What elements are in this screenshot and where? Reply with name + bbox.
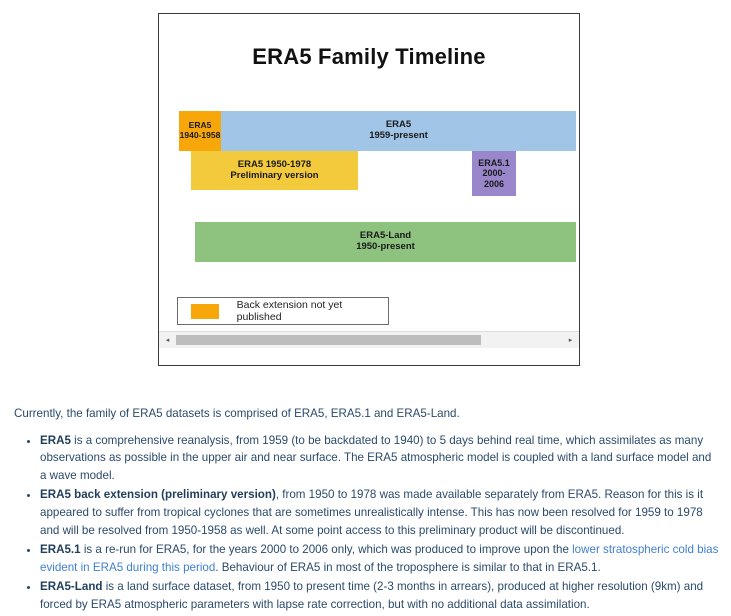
term-era5-land: ERA5-Land xyxy=(40,580,103,594)
legend-swatch-orange xyxy=(191,303,219,319)
desc-era5: is a comprehensive reanalysis, from 1959… xyxy=(40,433,712,482)
term-era5-1: ERA5.1 xyxy=(40,543,81,557)
timeline-bar-era5-preliminary: ERA5 1950-1978 Preliminary version xyxy=(191,151,358,190)
term-era5: ERA5 xyxy=(40,433,71,447)
article-body: Currently, the family of ERA5 datasets i… xyxy=(14,405,720,616)
legend-label: Back extension not yet published xyxy=(236,299,343,323)
term-era5-back-extension: ERA5 back extension (preliminary version… xyxy=(40,488,276,502)
list-item-era5-back-extension: ERA5 back extension (preliminary version… xyxy=(40,486,720,539)
scrollbar-track[interactable] xyxy=(176,332,562,348)
figure-title: ERA5 Family Timeline xyxy=(252,44,486,69)
scroll-left-arrow-icon[interactable]: ◂ xyxy=(159,332,176,348)
dataset-list: ERA5 is a comprehensive reanalysis, from… xyxy=(14,432,720,614)
desc-era5-back-extension: , from 1950 to 1978 was made available s… xyxy=(40,488,704,537)
desc-era5-land: is a land surface dataset, from 1950 to … xyxy=(40,580,704,612)
list-item-era5-land: ERA5-Land is a land surface dataset, fro… xyxy=(40,578,720,613)
timeline-bar-era5-1: ERA5.1 2000- 2006 xyxy=(472,151,516,196)
scrollbar-thumb[interactable] xyxy=(176,335,481,345)
desc-era5-1-before: is a re-run for ERA5, for the years 2000… xyxy=(80,543,573,557)
horizontal-scrollbar[interactable]: ◂ ▸ xyxy=(159,331,579,348)
scroll-right-arrow-icon[interactable]: ▸ xyxy=(562,332,579,348)
timeline-bar-era5: ERA5 1959-present xyxy=(221,111,576,151)
timeline-figure: ERA5 Family Timeline ERA5 1940-1958 ERA5… xyxy=(159,14,579,348)
intro-paragraph: Currently, the family of ERA5 datasets i… xyxy=(14,407,460,420)
desc-era5-1-after: . Behaviour of ERA5 in most of the tropo… xyxy=(215,560,601,574)
timeline-bar-era5-land: ERA5-Land 1950-present xyxy=(195,222,576,262)
list-item-era5-1: ERA5.1 is a re-run for ERA5, for the yea… xyxy=(40,541,720,576)
figure-legend: Back extension not yet published xyxy=(177,297,389,325)
link-lower-stratospheric-cold-bias[interactable]: lower stratospheric cold bias evident in… xyxy=(40,543,719,574)
list-item-era5: ERA5 is a comprehensive reanalysis, from… xyxy=(40,432,720,485)
timeline-bar-era5-back-extension: ERA5 1940-1958 xyxy=(179,111,221,151)
image-viewer-frame: ERA5 Family Timeline ERA5 1940-1958 ERA5… xyxy=(158,13,580,366)
